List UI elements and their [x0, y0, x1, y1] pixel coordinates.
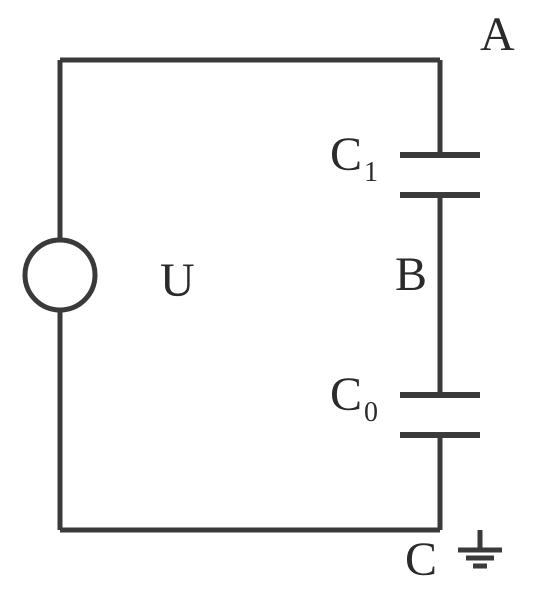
- label-b: B: [395, 248, 427, 301]
- label-c1: C1: [330, 128, 378, 188]
- label-c: C: [405, 533, 437, 586]
- label-c0: C0: [330, 368, 378, 428]
- label-a: A: [480, 8, 515, 61]
- label-u: U: [160, 254, 195, 307]
- voltage-source: [25, 240, 95, 310]
